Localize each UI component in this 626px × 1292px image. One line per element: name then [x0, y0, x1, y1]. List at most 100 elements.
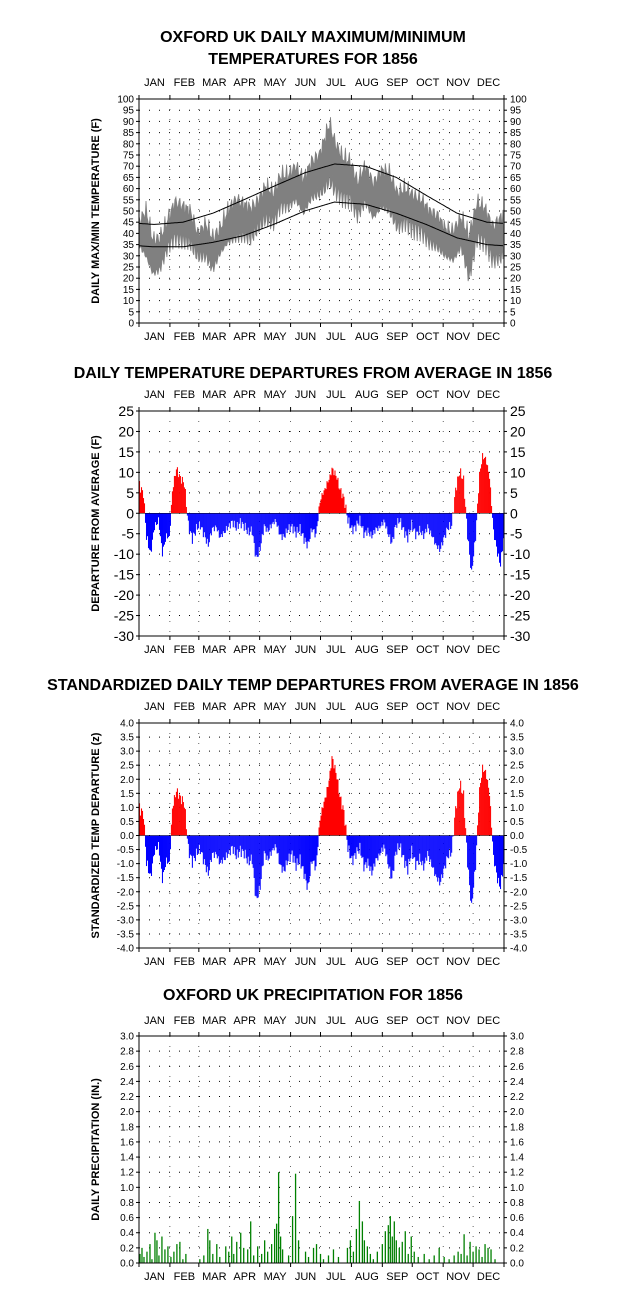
- departure-bar: [421, 835, 423, 866]
- departure-bar: [443, 835, 445, 869]
- departure-bar: [202, 835, 204, 865]
- departure-bar: [268, 835, 270, 859]
- departure-bar: [487, 779, 489, 836]
- departure-bar: [304, 513, 306, 538]
- month-label-top: MAY: [264, 77, 288, 89]
- departure-bar: [411, 513, 413, 520]
- departure-bar: [354, 835, 356, 854]
- departure-bar: [459, 788, 461, 836]
- departure-bar: [290, 513, 292, 527]
- y-tick-label-right: 2.8: [510, 1047, 524, 1058]
- departure-bar: [328, 780, 330, 836]
- y-tick-label-left: 65: [123, 173, 135, 184]
- y-tick-label-right: 55: [510, 195, 522, 206]
- departure-bar: [457, 791, 459, 836]
- departure-bar: [401, 513, 403, 530]
- departure-bar: [325, 489, 327, 514]
- departure-bar: [378, 835, 380, 854]
- departure-bar: [187, 513, 189, 521]
- departure-bar: [397, 835, 399, 844]
- departure-bar: [407, 513, 409, 543]
- month-label-top: MAR: [202, 389, 227, 401]
- departure-bar: [340, 796, 342, 836]
- departure-bar: [145, 513, 148, 540]
- departure-bar: [331, 756, 333, 836]
- departure-bar: [395, 835, 397, 852]
- departure-bar: [422, 513, 424, 531]
- departure-bar: [164, 513, 166, 542]
- month-label-top: OCT: [416, 1015, 440, 1027]
- y-tick-label-left: 0.2: [120, 1243, 134, 1254]
- departure-bar: [462, 793, 464, 836]
- month-label-bottom: DEC: [477, 331, 500, 343]
- departure-bar: [218, 513, 220, 538]
- departure-bar: [332, 758, 334, 836]
- departure-bar: [287, 513, 289, 530]
- y-tick-label-left: 1.2: [120, 1168, 134, 1179]
- departure-bar: [225, 513, 227, 526]
- departure-bar: [235, 513, 237, 531]
- departure-bar: [434, 513, 436, 545]
- departure-bar: [385, 513, 387, 529]
- month-label-top: OCT: [416, 389, 440, 401]
- month-label-top: AUG: [355, 77, 379, 89]
- departure-bar: [432, 513, 434, 538]
- departure-bar: [214, 835, 216, 852]
- departure-bar: [196, 513, 198, 530]
- departure-bar: [340, 488, 342, 514]
- departure-bar: [292, 513, 294, 534]
- month-label-top: APR: [233, 1015, 256, 1027]
- departure-bar: [194, 835, 196, 862]
- departure-bar: [213, 513, 215, 532]
- departure-bar: [273, 513, 275, 525]
- month-label-bottom: AUG: [355, 644, 379, 656]
- month-label-top: FEB: [174, 77, 195, 89]
- departure-bar: [304, 835, 306, 874]
- month-label-bottom: SEP: [386, 956, 408, 968]
- departure-bar: [193, 835, 195, 858]
- departure-bar: [488, 471, 490, 514]
- departure-bar: [166, 513, 168, 539]
- departure-bar: [282, 835, 284, 867]
- departure-bar: [252, 513, 254, 537]
- departure-bar: [302, 513, 304, 534]
- departure-bar: [222, 513, 224, 532]
- y-tick-label-right: 0.0: [510, 1259, 524, 1270]
- departure-bar: [200, 513, 202, 528]
- departure-bar: [259, 835, 261, 890]
- month-label-top: JUN: [295, 77, 316, 89]
- month-label-bottom: APR: [233, 644, 256, 656]
- departure-bar: [200, 835, 202, 852]
- departure-bar: [280, 513, 282, 535]
- departure-bar: [151, 513, 154, 540]
- departure-bar: [452, 512, 454, 514]
- month-label-bottom: MAY: [264, 1271, 288, 1283]
- departure-bar: [156, 513, 158, 525]
- departure-bar: [166, 835, 168, 864]
- departure-bar: [238, 513, 240, 524]
- departure-bar: [280, 835, 282, 866]
- departure-bar: [268, 513, 270, 531]
- departure-bar: [485, 769, 487, 836]
- departure-bar: [382, 835, 384, 852]
- month-label-bottom: OCT: [416, 956, 440, 968]
- y-tick-label-left: 2.8: [120, 1047, 134, 1058]
- departure-bar: [214, 513, 216, 526]
- departure-bar: [466, 835, 468, 843]
- departure-bar: [347, 513, 349, 524]
- departure-bar: [180, 483, 182, 514]
- departure-bar: [442, 835, 444, 878]
- y-tick-label-left: 3.0: [120, 1032, 134, 1043]
- month-label-bottom: FEB: [174, 1271, 195, 1283]
- departure-bar: [205, 835, 207, 873]
- y-tick-label-right: 2.0: [510, 775, 524, 786]
- month-label-top: MAY: [264, 389, 288, 401]
- departure-bar: [173, 795, 175, 836]
- departure-bar: [355, 513, 357, 532]
- departure-bar: [173, 475, 175, 514]
- departure-bar: [247, 835, 249, 857]
- departure-bar: [163, 513, 165, 545]
- departure-bar: [464, 817, 466, 836]
- departure-bar: [461, 792, 463, 836]
- departure-bar: [429, 513, 431, 534]
